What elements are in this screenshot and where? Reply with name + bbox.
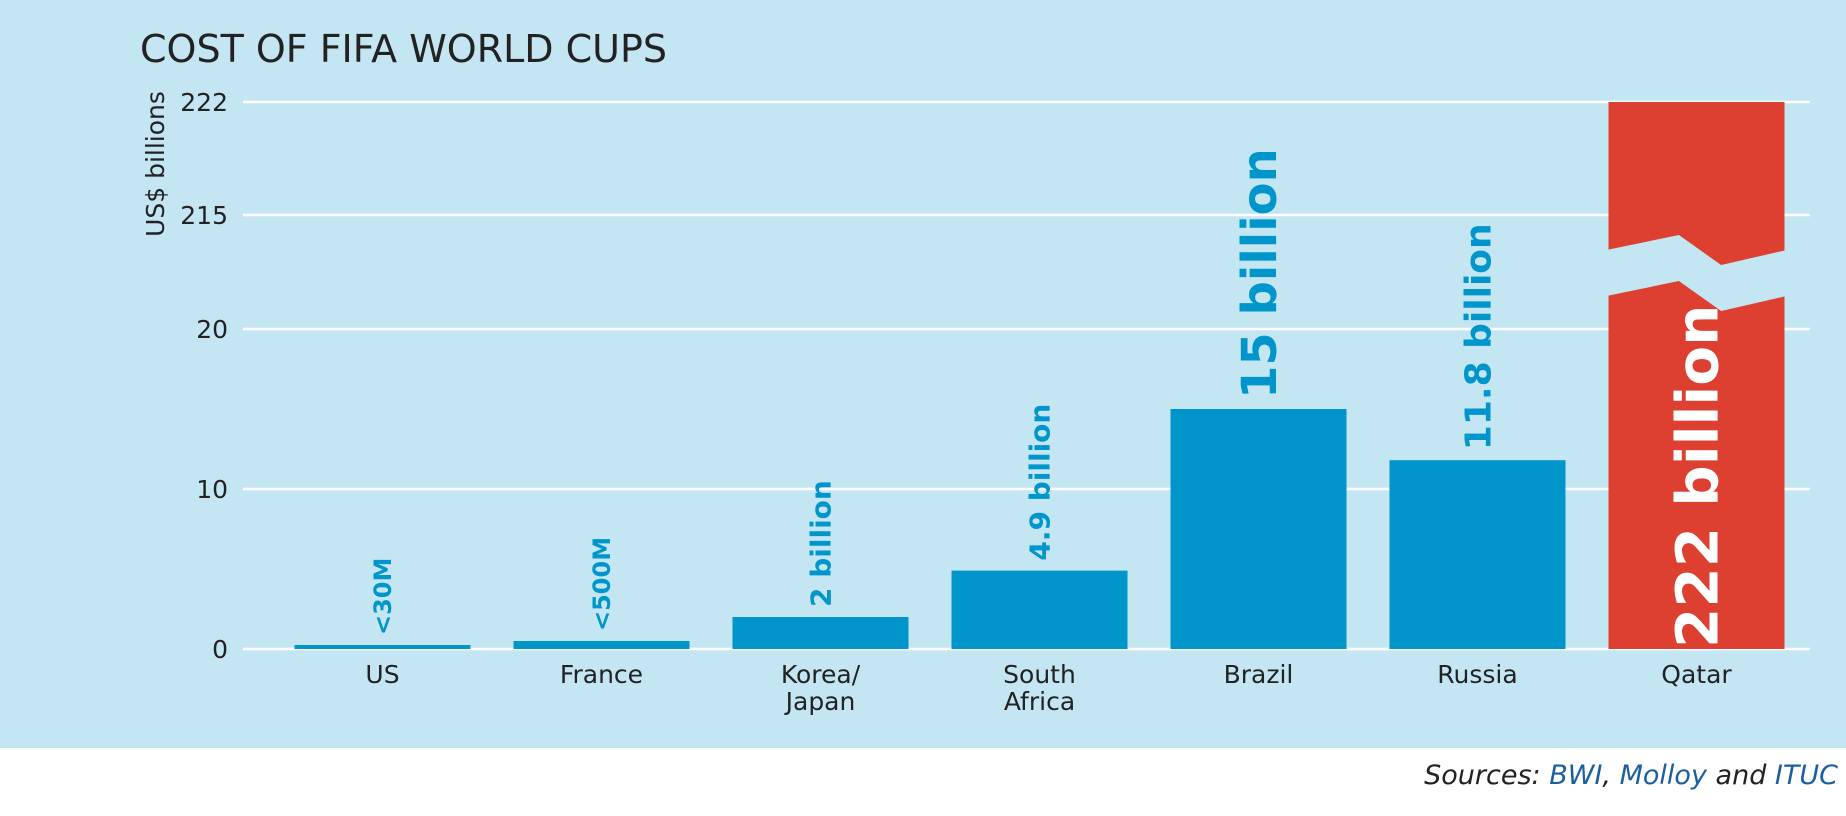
y-tick-label: 0	[212, 635, 228, 664]
bar	[951, 570, 1128, 649]
x-tick-label: Japan	[784, 687, 856, 716]
chart-panel	[0, 0, 1846, 748]
bar	[294, 645, 471, 649]
bar	[732, 617, 909, 649]
y-tick-label: 222	[180, 88, 228, 117]
y-axis-label: US$ billions	[141, 91, 170, 237]
bar	[1389, 460, 1566, 649]
source-comma: ,	[1602, 760, 1611, 791]
x-tick-label: France	[560, 660, 643, 689]
source-note: Sources: BWI, Molloy and ITUC	[1424, 760, 1838, 791]
y-axis-ticks: 0 10 20 215 222	[180, 88, 228, 664]
x-tick-label: Qatar	[1661, 660, 1732, 689]
x-tick-label: US	[365, 660, 399, 689]
source-and: and	[1716, 760, 1768, 791]
x-tick-label: Africa	[1004, 687, 1075, 716]
data-label: 222 billion	[1663, 305, 1731, 648]
x-tick-label: Korea/	[781, 660, 861, 689]
y-tick-label: 215	[180, 201, 228, 230]
axis-break	[1606, 235, 1787, 311]
x-tick-label: Russia	[1437, 660, 1517, 689]
source-link-molloy[interactable]: Molloy	[1620, 760, 1708, 791]
data-label: 2 billion	[805, 480, 838, 607]
data-label: 4.9 billion	[1024, 404, 1057, 561]
data-label: <500M	[588, 537, 616, 631]
data-label: 15 billion	[1232, 148, 1288, 399]
source-link-ituc[interactable]: ITUC	[1775, 760, 1838, 791]
data-label: 11.8 billion	[1458, 223, 1499, 450]
bar	[513, 641, 690, 649]
x-tick-label: Brazil	[1224, 660, 1294, 689]
y-tick-label: 10	[196, 475, 228, 504]
bar	[1170, 409, 1347, 649]
bar	[1608, 102, 1785, 649]
y-tick-label: 20	[196, 315, 228, 344]
bars	[294, 102, 1787, 649]
data-label: <30M	[369, 558, 397, 635]
chart-title: COST OF FIFA WORLD CUPS	[140, 27, 667, 71]
source-link-bwi[interactable]: BWI	[1549, 760, 1602, 791]
data-labels: <30M <500M 2 billion 4.9 billion 15 billion 1…	[369, 148, 1731, 648]
x-tick-label: South	[1003, 660, 1076, 689]
source-prefix: Sources:	[1424, 760, 1541, 791]
